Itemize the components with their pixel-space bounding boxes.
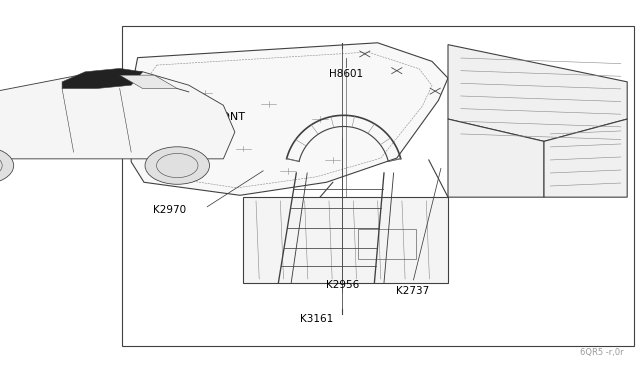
Circle shape [145, 147, 209, 184]
Text: 6QR5 -r,0r: 6QR5 -r,0r [580, 348, 624, 357]
Text: K2970: K2970 [153, 205, 186, 215]
Text: H8601: H8601 [328, 69, 363, 79]
Text: K2737: K2737 [396, 286, 429, 296]
Polygon shape [544, 119, 627, 197]
Text: K3161: K3161 [300, 314, 333, 324]
Polygon shape [448, 45, 627, 141]
Polygon shape [62, 68, 143, 89]
Text: FRONT: FRONT [208, 112, 246, 122]
Polygon shape [243, 197, 448, 283]
Circle shape [0, 147, 13, 184]
Polygon shape [131, 43, 448, 195]
Polygon shape [120, 75, 177, 89]
Polygon shape [448, 119, 544, 197]
Text: K2956: K2956 [326, 280, 359, 290]
Polygon shape [0, 72, 235, 159]
